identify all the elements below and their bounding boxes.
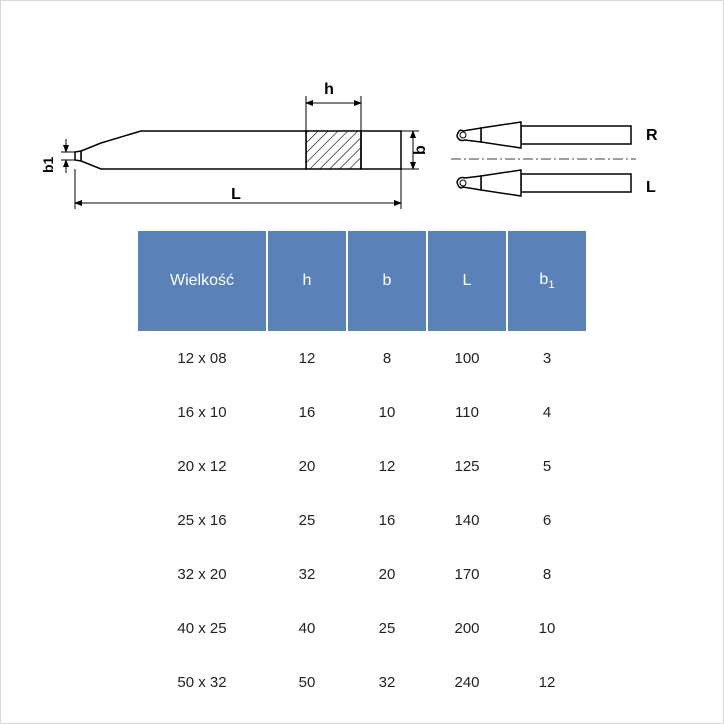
header-b: b [348, 231, 426, 331]
cell-b: 8 [348, 331, 426, 385]
header-h: h [268, 231, 346, 331]
cell-L: 110 [428, 385, 506, 439]
cell-b1: 5 [508, 439, 586, 493]
dimensions-table: Wielkość h b L b1 12 x 08128100316 x 101… [136, 231, 588, 709]
cell-b: 25 [348, 601, 426, 655]
cell-L: 100 [428, 331, 506, 385]
cell-h: 40 [268, 601, 346, 655]
table-row: 12 x 081281003 [138, 331, 586, 385]
header-wielkosc: Wielkość [138, 231, 266, 331]
cell-b1: 3 [508, 331, 586, 385]
cell-b: 32 [348, 655, 426, 709]
cell-wielkosc: 25 x 16 [138, 493, 266, 547]
cell-h: 50 [268, 655, 346, 709]
cell-wielkosc: 16 x 10 [138, 385, 266, 439]
table-row: 25 x 1625161406 [138, 493, 586, 547]
table-row: 20 x 1220121255 [138, 439, 586, 493]
cell-b1: 12 [508, 655, 586, 709]
side-view [75, 131, 401, 169]
table-row: 32 x 2032201708 [138, 547, 586, 601]
label-b: b [412, 145, 429, 155]
top-view: R L [451, 122, 658, 196]
cell-wielkosc: 20 x 12 [138, 439, 266, 493]
cell-h: 20 [268, 439, 346, 493]
cell-b1: 8 [508, 547, 586, 601]
cell-L: 240 [428, 655, 506, 709]
cell-wielkosc: 40 x 25 [138, 601, 266, 655]
label-L: L [231, 186, 241, 203]
cell-h: 16 [268, 385, 346, 439]
cell-b1: 10 [508, 601, 586, 655]
dimension-h: h [306, 81, 361, 131]
label-h: h [324, 81, 334, 98]
cell-L: 200 [428, 601, 506, 655]
cell-h: 12 [268, 331, 346, 385]
cell-L: 170 [428, 547, 506, 601]
technical-diagram: h b L b1 R [61, 61, 671, 231]
cell-b: 16 [348, 493, 426, 547]
label-b1: b1 [40, 156, 56, 173]
cell-b1: 6 [508, 493, 586, 547]
cell-wielkosc: 32 x 20 [138, 547, 266, 601]
cell-wielkosc: 50 x 32 [138, 655, 266, 709]
cell-b: 12 [348, 439, 426, 493]
table-row: 50 x 32503224012 [138, 655, 586, 709]
dimension-b1: b1 [40, 139, 75, 173]
label-Lside: L [646, 179, 656, 196]
cell-L: 125 [428, 439, 506, 493]
dimension-L: L [75, 169, 401, 209]
dimension-b: b [401, 131, 429, 169]
cell-b: 10 [348, 385, 426, 439]
cell-b1: 4 [508, 385, 586, 439]
label-R: R [646, 127, 658, 144]
cell-h: 25 [268, 493, 346, 547]
cell-b: 20 [348, 547, 426, 601]
cell-L: 140 [428, 493, 506, 547]
table-row: 16 x 1016101104 [138, 385, 586, 439]
table-row: 40 x 25402520010 [138, 601, 586, 655]
header-L: L [428, 231, 506, 331]
cell-h: 32 [268, 547, 346, 601]
table-header-row: Wielkość h b L b1 [138, 231, 586, 331]
cell-wielkosc: 12 x 08 [138, 331, 266, 385]
header-b1: b1 [508, 231, 586, 331]
